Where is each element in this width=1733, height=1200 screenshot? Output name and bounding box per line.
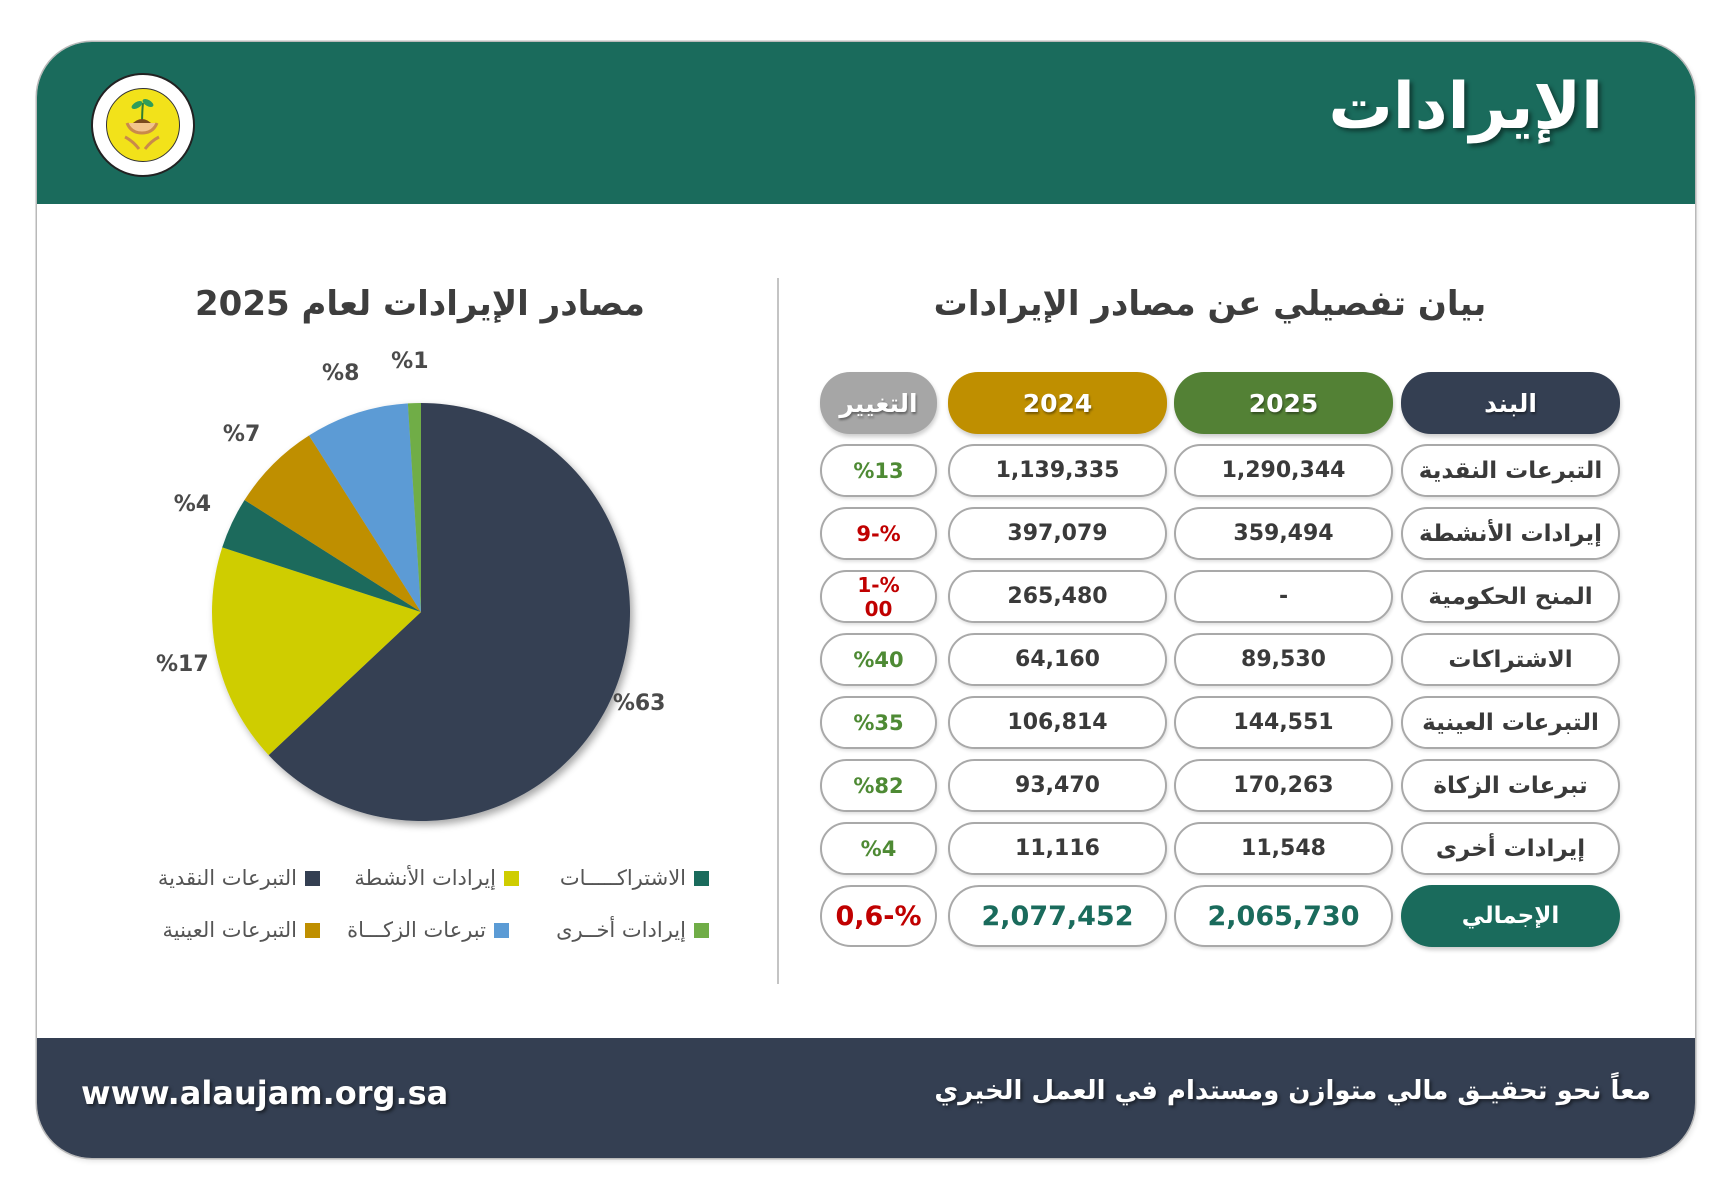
pie-data-label: %7 xyxy=(222,421,261,447)
row-value-2025: 11,548 xyxy=(1174,822,1393,875)
header-bar: الإيرادات xyxy=(37,42,1695,204)
row-item: التبرعات العينية xyxy=(1401,696,1620,749)
row-value-2024: 106,814 xyxy=(948,696,1167,749)
row-change: %40 xyxy=(820,633,937,686)
chart-title: مصادر الإيرادات لعام 2025 xyxy=(195,284,645,324)
row-value-2024: 397,079 xyxy=(948,507,1167,560)
legend-swatch xyxy=(305,870,320,886)
row-item: الاشتراكات xyxy=(1401,633,1620,686)
page-title: الإيرادات xyxy=(1328,70,1603,144)
column-header-2024: 2024 xyxy=(948,372,1167,434)
association-logo xyxy=(91,73,195,177)
legend-label: إيرادات أخــرى xyxy=(556,918,686,942)
total-value-2024: 2,077,452 xyxy=(948,885,1167,947)
row-value-2025: 170,263 xyxy=(1174,759,1393,812)
section-divider xyxy=(777,278,779,984)
row-value-2025: 144,551 xyxy=(1174,696,1393,749)
row-value-2024: 11,116 xyxy=(948,822,1167,875)
column-header-item: البند xyxy=(1401,372,1620,434)
legend-item: التبرعات النقدية xyxy=(158,866,320,890)
legend-swatch xyxy=(694,870,709,886)
legend-label: الاشتراكـــــات xyxy=(559,866,686,890)
row-change: %-9 xyxy=(820,507,937,560)
total-value-2025: 2,065,730 xyxy=(1174,885,1393,947)
row-value-2024: 265,480 xyxy=(948,570,1167,623)
pie-data-label: %4 xyxy=(173,491,212,517)
pie-data-label: %8 xyxy=(322,361,360,387)
legend-swatch xyxy=(494,922,509,938)
legend-item: الاشتراكـــــات xyxy=(560,866,709,890)
logo-emblem-icon xyxy=(106,88,180,162)
legend-item: تبرعات الزكـــاة xyxy=(347,918,509,942)
row-value-2024: 93,470 xyxy=(948,759,1167,812)
legend-label: التبرعات العينية xyxy=(162,918,297,942)
legend-swatch xyxy=(504,870,519,886)
column-header-change: التغيير xyxy=(820,372,937,434)
legend-swatch xyxy=(694,922,709,938)
legend-swatch xyxy=(305,922,320,938)
table-title: بيان تفصيلي عن مصادر الإيرادات xyxy=(933,284,1487,324)
row-value-2025: - xyxy=(1174,570,1393,623)
total-label: الإجمالي xyxy=(1401,885,1620,947)
row-change: %-100 xyxy=(820,570,937,623)
column-header-2025: 2025 xyxy=(1174,372,1393,434)
website-link[interactable]: www.alaujam.org.sa xyxy=(81,1074,449,1112)
row-value-2024: 64,160 xyxy=(948,633,1167,686)
row-item: إيرادات الأنشطة xyxy=(1401,507,1620,560)
row-item: التبرعات النقدية xyxy=(1401,444,1620,497)
legend-item: إيرادات الأنشطة xyxy=(354,866,519,890)
legend-label: تبرعات الزكـــاة xyxy=(347,918,486,942)
footer-slogan: معاً نحو تحقيـق مالي متوازن ومستدام في ا… xyxy=(934,1076,1651,1106)
footer-bar: www.alaujam.org.sa معاً نحو تحقيـق مالي … xyxy=(37,1038,1695,1158)
row-change: %82 xyxy=(820,759,937,812)
row-value-2025: 1,290,344 xyxy=(1174,444,1393,497)
pie-data-label: %63 xyxy=(612,690,666,716)
total-change: %-0,6 xyxy=(820,885,937,947)
legend-label: إيرادات الأنشطة xyxy=(354,866,496,890)
row-value-2025: 89,530 xyxy=(1174,633,1393,686)
row-change: %13 xyxy=(820,444,937,497)
pie-data-label: %17 xyxy=(155,652,209,678)
pie-data-label: %1 xyxy=(391,349,429,375)
legend-item: التبرعات العينية xyxy=(162,918,320,942)
row-item: المنح الحكومية xyxy=(1401,570,1620,623)
row-change: %35 xyxy=(820,696,937,749)
legend-item: إيرادات أخــرى xyxy=(556,918,709,942)
row-value-2025: 359,494 xyxy=(1174,507,1393,560)
row-change: %4 xyxy=(820,822,937,875)
row-item: إيرادات أخرى xyxy=(1401,822,1620,875)
legend-label: التبرعات النقدية xyxy=(157,866,297,890)
row-value-2024: 1,139,335 xyxy=(948,444,1167,497)
row-item: تبرعات الزكاة xyxy=(1401,759,1620,812)
